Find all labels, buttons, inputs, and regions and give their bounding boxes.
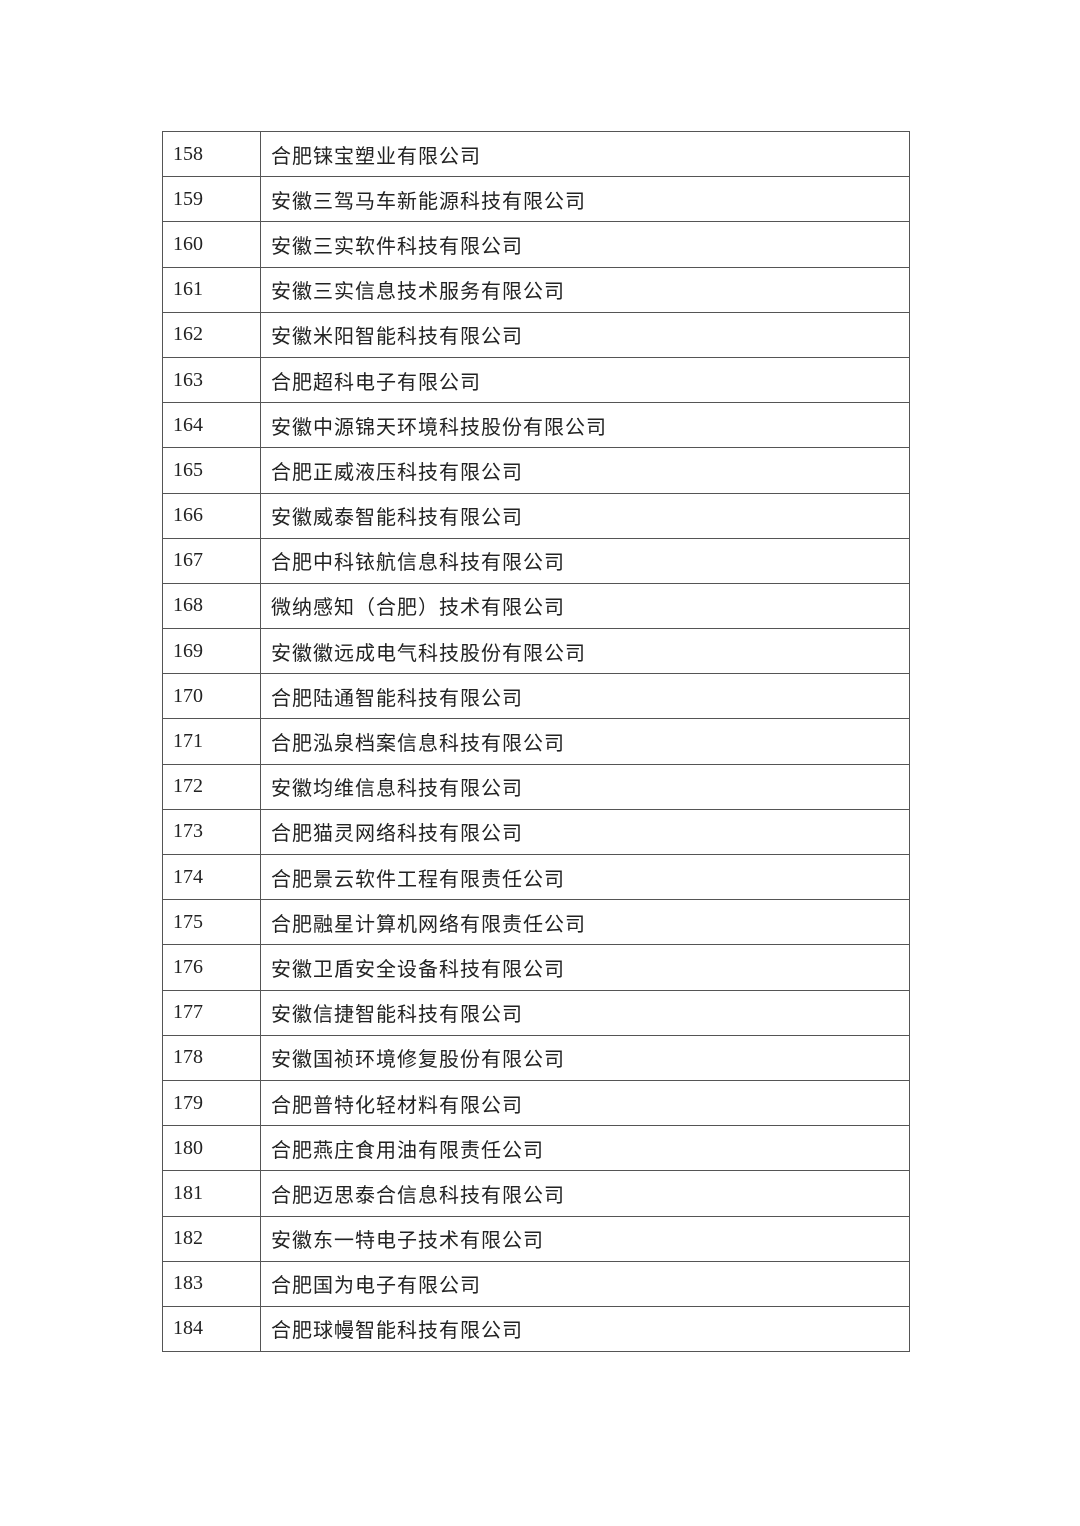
company-name: 合肥燕庄食用油有限责任公司 [260,1125,910,1172]
company-name: 合肥球幔智能科技有限公司 [260,1305,910,1353]
table-row: 175 合肥融星计算机网络有限责任公司 [162,899,910,946]
table-row: 180 合肥燕庄食用油有限责任公司 [162,1125,910,1172]
company-name: 合肥迈思泰合信息科技有限公司 [260,1170,910,1217]
table-row: 162 安徽米阳智能科技有限公司 [162,311,910,358]
row-number: 181 [162,1170,261,1217]
company-name: 安徽东一特电子技术有限公司 [260,1215,910,1262]
row-number: 184 [162,1305,261,1353]
row-number: 172 [162,763,261,810]
company-name: 安徽国祯环境修复股份有限公司 [260,1034,910,1081]
company-name: 合肥融星计算机网络有限责任公司 [260,899,910,946]
table-row: 178 安徽国祯环境修复股份有限公司 [162,1034,910,1081]
row-number: 163 [162,356,261,404]
table-row: 183 合肥国为电子有限公司 [162,1260,910,1307]
row-number: 178 [162,1034,261,1081]
row-number: 170 [162,673,261,720]
table-row: 169 安徽徽远成电气科技股份有限公司 [162,628,910,675]
row-number: 162 [162,311,261,358]
company-name: 安徽信捷智能科技有限公司 [260,989,910,1036]
company-name: 合肥国为电子有限公司 [260,1260,910,1307]
company-name: 安徽威泰智能科技有限公司 [260,492,910,539]
row-number: 173 [162,808,261,856]
row-number: 161 [162,266,261,313]
row-number: 166 [162,492,261,539]
company-name: 合肥猫灵网络科技有限公司 [260,808,910,856]
table-row: 161 安徽三实信息技术服务有限公司 [162,266,910,313]
table-row: 165 合肥正威液压科技有限公司 [162,447,910,494]
company-name: 安徽米阳智能科技有限公司 [260,311,910,358]
company-name: 合肥陆通智能科技有限公司 [260,673,910,720]
row-number: 179 [162,1079,261,1127]
company-name: 安徽中源锦天环境科技股份有限公司 [260,402,910,449]
company-name: 安徽徽远成电气科技股份有限公司 [260,628,910,675]
company-name: 合肥正威液压科技有限公司 [260,447,910,494]
table-row: 173 合肥猫灵网络科技有限公司 [162,808,910,856]
row-number: 165 [162,447,261,494]
table-row: 168 微纳感知（合肥）技术有限公司 [162,582,910,630]
row-number: 164 [162,402,261,449]
table-row: 160 安徽三实软件科技有限公司 [162,221,910,268]
table-row: 164 安徽中源锦天环境科技股份有限公司 [162,402,910,449]
company-name: 安徽均维信息科技有限公司 [260,763,910,810]
row-number: 176 [162,944,261,991]
row-number: 183 [162,1260,261,1307]
table-row: 172 安徽均维信息科技有限公司 [162,763,910,810]
row-number: 167 [162,537,261,584]
table-row: 184 合肥球幔智能科技有限公司 [162,1305,910,1353]
row-number: 175 [162,899,261,946]
row-number: 180 [162,1125,261,1172]
row-number: 158 [162,130,261,178]
row-number: 171 [162,718,261,765]
table-row: 163 合肥超科电子有限公司 [162,356,910,404]
table-row: 158 合肥铼宝塑业有限公司 [162,130,910,178]
table-body: 158 合肥铼宝塑业有限公司 159 安徽三驾马车新能源科技有限公司 160 安徽三实软件… [162,130,910,1353]
row-number: 168 [162,582,261,630]
company-name: 合肥泓泉档案信息科技有限公司 [260,718,910,765]
table-row: 177 安徽信捷智能科技有限公司 [162,989,910,1036]
company-name: 合肥普特化轻材料有限公司 [260,1079,910,1127]
table-row: 170 合肥陆通智能科技有限公司 [162,673,910,720]
table-row: 176 安徽卫盾安全设备科技有限公司 [162,944,910,991]
table-row: 167 合肥中科铱航信息科技有限公司 [162,537,910,584]
row-number: 159 [162,176,261,223]
row-number: 169 [162,628,261,675]
row-number: 174 [162,853,261,901]
company-name: 微纳感知（合肥）技术有限公司 [260,582,910,630]
row-number: 160 [162,221,261,268]
table-row: 166 安徽威泰智能科技有限公司 [162,492,910,539]
company-name: 安徽三驾马车新能源科技有限公司 [260,176,910,223]
company-name: 安徽卫盾安全设备科技有限公司 [260,944,910,991]
table-row: 182 安徽东一特电子技术有限公司 [162,1215,910,1262]
company-list-table: 158 合肥铼宝塑业有限公司 159 安徽三驾马车新能源科技有限公司 160 安徽三实软件… [162,130,910,1353]
table-row: 174 合肥景云软件工程有限责任公司 [162,853,910,901]
row-number: 182 [162,1215,261,1262]
table-row: 181 合肥迈思泰合信息科技有限公司 [162,1170,910,1217]
company-name: 合肥中科铱航信息科技有限公司 [260,537,910,584]
company-name: 合肥超科电子有限公司 [260,356,910,404]
company-name: 安徽三实软件科技有限公司 [260,221,910,268]
company-name: 安徽三实信息技术服务有限公司 [260,266,910,313]
table-row: 159 安徽三驾马车新能源科技有限公司 [162,176,910,223]
row-number: 177 [162,989,261,1036]
table-row: 179 合肥普特化轻材料有限公司 [162,1079,910,1127]
company-name: 合肥景云软件工程有限责任公司 [260,853,910,901]
company-name: 合肥铼宝塑业有限公司 [260,130,910,178]
table-row: 171 合肥泓泉档案信息科技有限公司 [162,718,910,765]
